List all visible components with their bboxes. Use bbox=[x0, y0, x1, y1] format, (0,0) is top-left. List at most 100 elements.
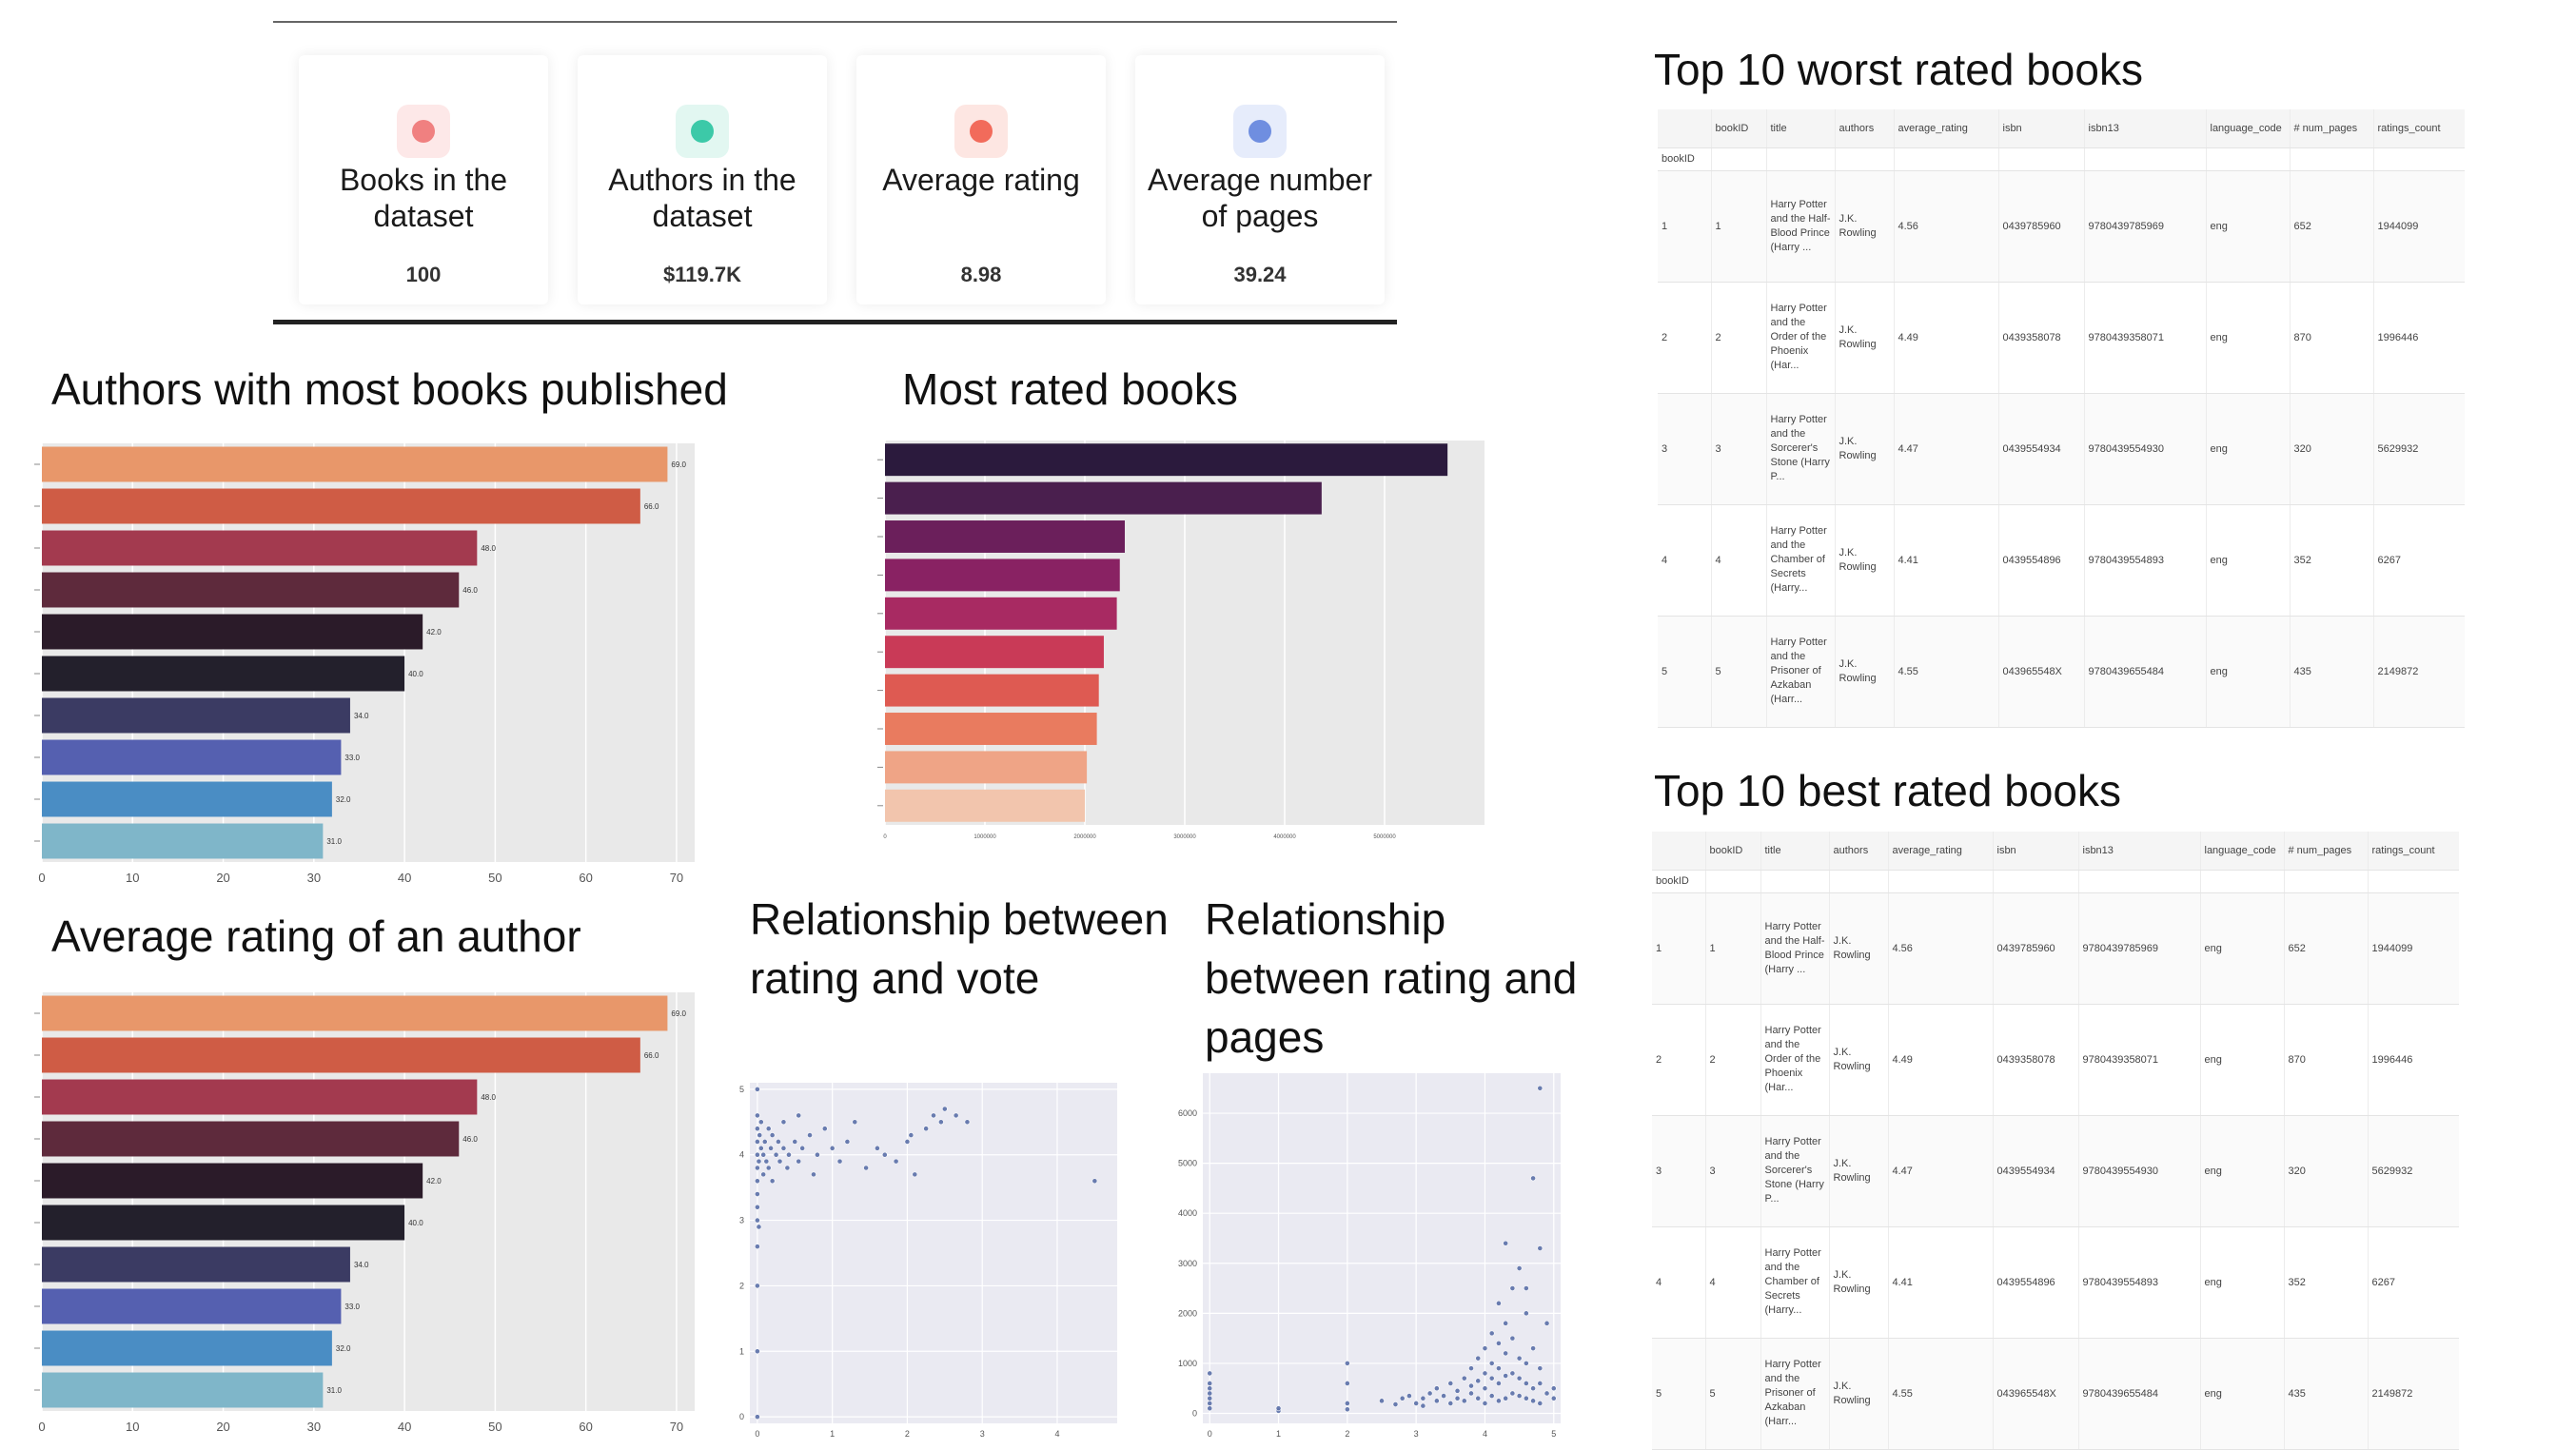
column-header: bookID bbox=[1704, 832, 1760, 871]
bar-value-label: 48.0 bbox=[481, 1093, 496, 1102]
column-header: ratings_count bbox=[2372, 109, 2465, 148]
cell-idx: 3 bbox=[1658, 393, 1711, 505]
x-tick-label: 30 bbox=[307, 1420, 321, 1434]
scatter-point bbox=[780, 1145, 787, 1151]
scatter-point bbox=[765, 1126, 772, 1132]
bar-value-label: 42.0 bbox=[426, 628, 442, 637]
cell-title: Harry Potter and the Order of the Phoeni… bbox=[1760, 1004, 1829, 1116]
scatter-point bbox=[1523, 1361, 1529, 1366]
bar-value-label: 40.0 bbox=[408, 1219, 423, 1227]
bar bbox=[42, 446, 668, 482]
scatter-point bbox=[754, 1348, 760, 1355]
scatter-point bbox=[1530, 1345, 1536, 1352]
cell-num-pages: 320 bbox=[2283, 1115, 2368, 1227]
calendar-icon bbox=[1233, 105, 1287, 158]
scatter-point bbox=[953, 1112, 959, 1119]
authors-bar-chart: 0 10 20 30 40 50 60 70 69.0 66.0 48.0 46.0 42.0 40.0 3… bbox=[34, 443, 695, 885]
scatter-point bbox=[796, 1112, 802, 1119]
table-row: 3 3 Harry Potter and the Sorcerer's Stone … bbox=[1652, 1115, 2459, 1227]
data-table: bookID title authors average_rating isbn isbn… bbox=[1652, 832, 2459, 1450]
x-tick-label: 10 bbox=[126, 871, 139, 885]
scatter-point bbox=[1207, 1405, 1213, 1412]
cell-idx: 5 bbox=[1658, 616, 1711, 728]
scatter-point bbox=[754, 1204, 760, 1210]
x-tick-label: 4 bbox=[1054, 1429, 1059, 1439]
bar bbox=[42, 739, 342, 775]
x-tick-label: 3 bbox=[980, 1429, 985, 1439]
cell-idx: 4 bbox=[1652, 1226, 1705, 1339]
bar-value-label: 34.0 bbox=[354, 712, 369, 720]
bar bbox=[42, 656, 405, 692]
bar bbox=[42, 614, 423, 650]
scatter-point bbox=[754, 1126, 760, 1132]
coin-icon bbox=[676, 105, 729, 158]
cell-language-code: eng bbox=[2205, 504, 2290, 617]
y-tick-label: 4 bbox=[739, 1150, 744, 1160]
table-row: 1 1 Harry Potter and the Half-Blood Prince… bbox=[1652, 892, 2459, 1005]
cell-title: Harry Potter and the Chamber of Secrets … bbox=[1765, 504, 1835, 617]
x-tick-label: 50 bbox=[488, 871, 501, 885]
scatter-point bbox=[1454, 1387, 1461, 1394]
table-row: 4 4 Harry Potter and the Chamber of Secret… bbox=[1658, 504, 2465, 617]
scatter-point bbox=[769, 1178, 776, 1185]
cell-average-rating: 4.56 bbox=[1887, 892, 1993, 1005]
cell-isbn: 0439554934 bbox=[1997, 393, 2084, 505]
scatter-point bbox=[1544, 1320, 1550, 1326]
cell-isbn: 0439554934 bbox=[1992, 1115, 2078, 1227]
cell-average-rating: 4.49 bbox=[1893, 282, 1998, 394]
table-row: 5 5 Harry Potter and the Prisoner of Azkab… bbox=[1652, 1338, 2459, 1450]
title-authors-most-books: Authors with most books published bbox=[51, 364, 728, 414]
kpi-value: 8.98 bbox=[960, 263, 1002, 286]
bar-value-label: 31.0 bbox=[326, 1386, 342, 1395]
cell-num-pages: 320 bbox=[2289, 393, 2373, 505]
scatter-point bbox=[1509, 1285, 1516, 1291]
plot-background bbox=[1203, 1073, 1561, 1423]
scatter-point bbox=[1537, 1245, 1544, 1251]
scatter-point bbox=[923, 1126, 930, 1132]
scatter-point bbox=[1433, 1385, 1440, 1392]
bar-value-label: 66.0 bbox=[644, 1051, 659, 1060]
scatter-point bbox=[941, 1106, 948, 1112]
cell-isbn: 0439785960 bbox=[1992, 892, 2078, 1005]
scatter-point bbox=[1461, 1375, 1467, 1381]
cell-average-rating: 4.47 bbox=[1893, 393, 1998, 505]
cell-title: Harry Potter and the Half-Blood Prince (… bbox=[1760, 892, 1829, 1005]
scatter-point bbox=[1441, 1393, 1446, 1399]
scatter-point bbox=[1516, 1375, 1523, 1381]
rating-pages-scatter: 0 1 2 3 4 5 0 1000 2000 3000 4000 5000 6000 bbox=[1178, 1073, 1561, 1439]
scatter-point bbox=[1207, 1385, 1213, 1392]
scatter-point bbox=[1207, 1401, 1213, 1406]
cell-idx: 4 bbox=[1658, 504, 1711, 617]
scatter-point bbox=[821, 1126, 828, 1132]
bar bbox=[885, 674, 1099, 707]
scatter-point bbox=[756, 1224, 762, 1230]
bar bbox=[42, 823, 324, 859]
title-most-rated-books: Most rated books bbox=[902, 364, 1238, 414]
table-row: 5 5 Harry Potter and the Prisoner of Azkab… bbox=[1658, 616, 2465, 728]
cell-isbn13: 9780439358071 bbox=[2077, 1004, 2200, 1116]
bar bbox=[42, 572, 460, 608]
scatter-point bbox=[754, 1283, 760, 1289]
scatter-point bbox=[1516, 1355, 1523, 1362]
scatter-point bbox=[1488, 1361, 1495, 1366]
cell-authors: J.K. Rowling bbox=[1834, 170, 1894, 283]
table-row: 2 2 Harry Potter and the Order of the Phoe… bbox=[1658, 282, 2465, 394]
plot-background bbox=[750, 1083, 1117, 1423]
rating-vote-scatter: 0 1 2 3 4 0 1 2 3 4 5 bbox=[739, 1083, 1117, 1439]
table-row: 2 2 Harry Potter and the Order of the Phoe… bbox=[1652, 1004, 2459, 1116]
cell-isbn: 0439358078 bbox=[1992, 1004, 2078, 1116]
x-tick-label: 50 bbox=[488, 1420, 501, 1434]
scatter-point bbox=[931, 1112, 936, 1119]
scatter-point bbox=[937, 1119, 944, 1126]
table-row: 1 1 Harry Potter and the Half-Blood Prince… bbox=[1658, 170, 2465, 283]
kpi-label: Authors in the dataset bbox=[608, 163, 796, 233]
scatter-point bbox=[1344, 1381, 1350, 1386]
scatter-point bbox=[799, 1145, 806, 1151]
title-rating-vs-pages: Relationship between rating and pages bbox=[1205, 894, 1578, 1062]
scatter-point bbox=[1433, 1398, 1440, 1404]
column-header: title bbox=[1765, 109, 1835, 148]
scatter-point bbox=[1550, 1395, 1557, 1401]
scatter-point bbox=[811, 1171, 816, 1178]
cell-num-pages: 652 bbox=[2283, 892, 2368, 1005]
scatter-point bbox=[796, 1158, 802, 1165]
